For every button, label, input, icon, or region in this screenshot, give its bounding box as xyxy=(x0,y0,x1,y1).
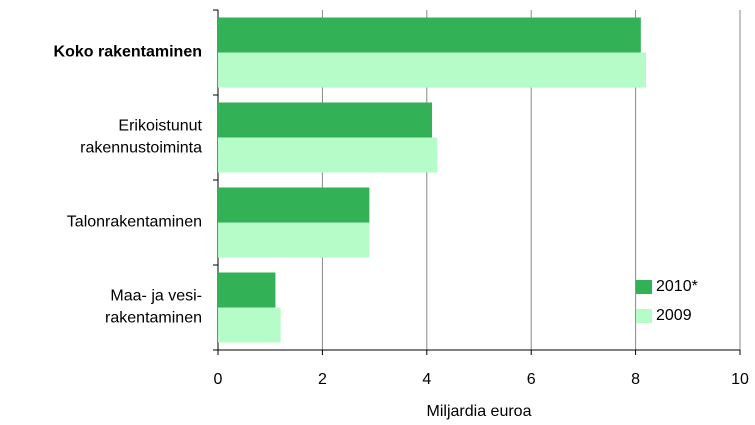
bar xyxy=(218,222,370,258)
x-tick-label: 8 xyxy=(631,371,640,388)
y-tick-label: Maa- ja vesi-rakentaminen xyxy=(105,288,202,327)
bar xyxy=(218,187,370,223)
legend-swatch xyxy=(636,280,652,294)
x-tick-label: 10 xyxy=(731,371,749,388)
x-tick-label: 0 xyxy=(214,371,223,388)
bar xyxy=(218,307,281,343)
x-tick-label: 6 xyxy=(527,371,536,388)
bar xyxy=(218,137,438,173)
legend-label: 2010* xyxy=(656,278,698,295)
legend-label: 2009 xyxy=(656,307,692,324)
y-tick-label: Koko rakentaminen xyxy=(54,44,202,61)
y-tick-label: Erikoistunut rakennustoiminta xyxy=(80,118,202,157)
y-tick-label: Talonrakentaminen xyxy=(67,214,202,231)
bar xyxy=(218,272,276,308)
x-tick-label: 4 xyxy=(422,371,431,388)
bar xyxy=(218,102,433,138)
legend-swatch xyxy=(636,309,652,323)
x-axis-title: Miljardia euroa xyxy=(427,403,532,420)
bar xyxy=(218,52,647,88)
bar xyxy=(218,17,641,53)
x-tick-label: 2 xyxy=(318,371,327,388)
